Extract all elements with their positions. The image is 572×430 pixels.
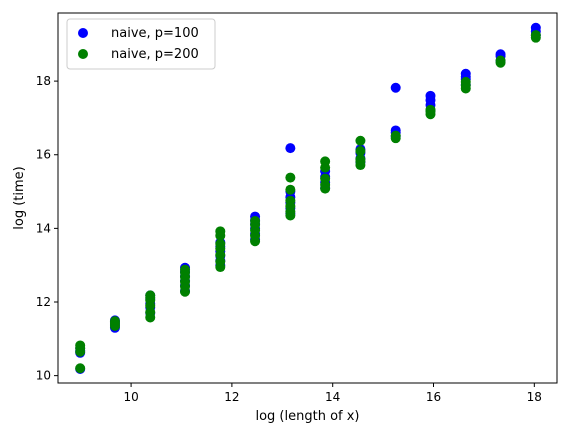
data-point-series-1-18 (180, 264, 191, 275)
data-point-series-1-56 (495, 55, 506, 66)
data-point-series-1-25 (215, 226, 226, 237)
legend: naive, p=100 naive, p=200 (66, 18, 216, 70)
y-axis-label: log (time) (12, 166, 27, 229)
data-point-series-0-48 (390, 82, 401, 93)
y-axis-ticks: 10 12 14 16 18 (36, 74, 58, 383)
data-point-series-1-30 (250, 216, 261, 227)
x-tick-label-14: 14 (325, 390, 340, 404)
x-axis-label: log (length of x) (255, 409, 359, 424)
x-tick-label-16: 16 (426, 390, 441, 404)
data-point-series-1-44 (355, 154, 366, 165)
legend-label-naive-p100: naive, p=100 (111, 26, 199, 41)
data-point-series-1-0 (75, 363, 86, 374)
x-axis-ticks: 10 12 14 16 18 (123, 383, 542, 404)
data-point-series-1-6 (109, 316, 120, 327)
data-point-series-1-35 (285, 184, 296, 195)
data-point-series-1-54 (460, 76, 471, 87)
plot-frame (57, 12, 558, 384)
data-point-series-1-45 (355, 146, 366, 157)
data-point-series-1-48 (390, 130, 401, 141)
x-tick-label-10: 10 (123, 390, 138, 404)
data-point-series-1-34 (285, 195, 296, 206)
data-point-series-1-46 (355, 135, 366, 146)
legend-box (66, 18, 216, 70)
data-point-series-0-62 (530, 22, 541, 33)
legend-marker-naive-p200 (78, 49, 88, 59)
legend-marker-naive-p100 (78, 28, 88, 38)
data-point-series-1-12 (145, 290, 156, 301)
x-tick-label-18: 18 (527, 390, 542, 404)
data-point-series-0-52 (425, 90, 436, 101)
y-tick-label-18: 18 (36, 74, 51, 88)
data-point-series-1-23 (215, 238, 226, 249)
data-point-series-0-56 (460, 68, 471, 79)
data-point-series-1-36 (285, 172, 296, 183)
y-tick-label-10: 10 (36, 369, 51, 383)
data-point-series-1-51 (425, 104, 436, 115)
legend-label-naive-p200: naive, p=200 (111, 47, 199, 62)
y-tick-label-14: 14 (36, 221, 51, 235)
data-point-series-1-39 (320, 173, 331, 184)
y-tick-label-16: 16 (36, 148, 51, 162)
points-layer (75, 22, 541, 375)
x-tick-label-12: 12 (224, 390, 239, 404)
data-point-series-1-58 (530, 30, 541, 41)
data-point-series-1-3 (75, 340, 86, 351)
data-point-series-1-41 (320, 156, 331, 167)
y-tick-label-12: 12 (36, 295, 51, 309)
data-point-series-0-36 (285, 143, 296, 154)
